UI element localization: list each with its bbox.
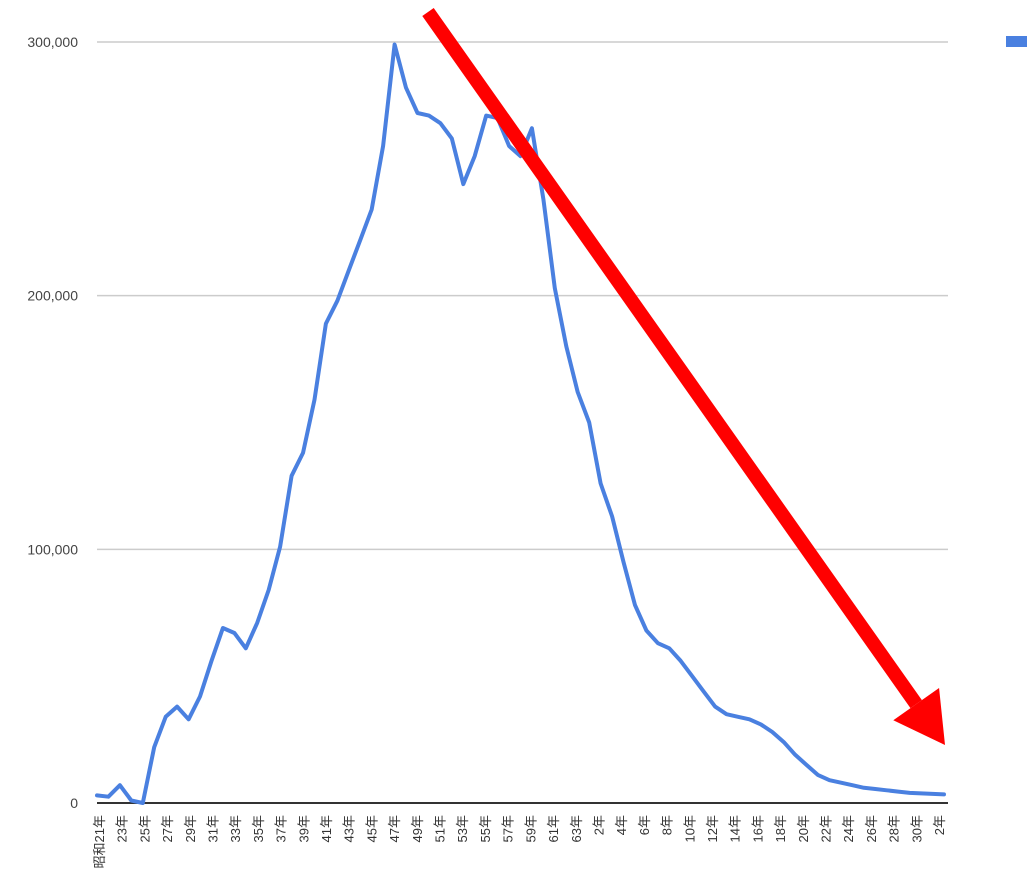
x-tick-label: 33年 [228, 815, 243, 842]
x-tick-label: 10年 [682, 815, 697, 842]
x-tick-label: 20年 [796, 815, 811, 842]
x-tick-label: 2年 [591, 815, 606, 835]
x-tick-label: 45年 [364, 815, 379, 842]
x-axis-tick-labels: 昭和21年 23年 25年 27年 29年 31年 33年 35年 37年 39年 41年 43年 45… [92, 815, 947, 868]
x-tick-label: 43年 [342, 815, 357, 842]
x-tick-label: 16年 [750, 815, 765, 842]
y-tick-label: 200,000 [27, 288, 78, 304]
y-axis-tick-labels: 0 100,000 200,000 300,000 [27, 34, 78, 811]
trend-arrow-shaft [422, 7, 922, 709]
x-tick-label: 18年 [773, 815, 788, 842]
x-tick-label: 26年 [864, 815, 879, 842]
x-tick-label: 59年 [523, 815, 538, 842]
x-tick-label: 30年 [909, 815, 924, 842]
x-tick-label: 63年 [569, 815, 584, 842]
x-tick-label: 昭和21年 [92, 815, 107, 868]
legend [1006, 36, 1027, 47]
y-tick-label: 100,000 [27, 541, 78, 557]
x-tick-label: 49年 [410, 815, 425, 842]
x-tick-label: 8年 [660, 815, 675, 835]
x-tick-label: 6年 [637, 815, 652, 835]
x-tick-label: 22年 [818, 815, 833, 842]
series-layer [95, 42, 946, 805]
x-tick-label: 2年 [932, 815, 947, 835]
x-tick-label: 55年 [478, 815, 493, 842]
x-tick-label: 61年 [546, 815, 561, 842]
x-tick-label: 37年 [274, 815, 289, 842]
x-tick-label: 25年 [137, 815, 152, 842]
y-tick-label: 300,000 [27, 34, 78, 50]
x-tick-label: 31年 [206, 815, 221, 842]
y-tick-label: 0 [70, 795, 78, 811]
x-tick-label: 47年 [387, 815, 402, 842]
x-tick-label: 51年 [433, 815, 448, 842]
x-tick-label: 53年 [455, 815, 470, 842]
annotation-layer [422, 7, 945, 745]
trend-arrow-head [893, 688, 945, 745]
x-tick-label: 4年 [614, 815, 629, 835]
x-tick-label: 41年 [319, 815, 334, 842]
x-tick-label: 57年 [501, 815, 516, 842]
x-tick-label: 24年 [841, 815, 856, 842]
series-line [95, 42, 946, 805]
x-tick-label: 28年 [887, 815, 902, 842]
x-tick-label: 35年 [251, 815, 266, 842]
x-tick-label: 23年 [115, 815, 130, 842]
x-tick-label: 27年 [160, 815, 175, 842]
x-tick-label: 14年 [728, 815, 743, 842]
legend-swatch [1006, 36, 1027, 47]
x-tick-label: 29年 [183, 815, 198, 842]
x-tick-label: 12年 [705, 815, 720, 842]
x-tick-label: 39年 [296, 815, 311, 842]
